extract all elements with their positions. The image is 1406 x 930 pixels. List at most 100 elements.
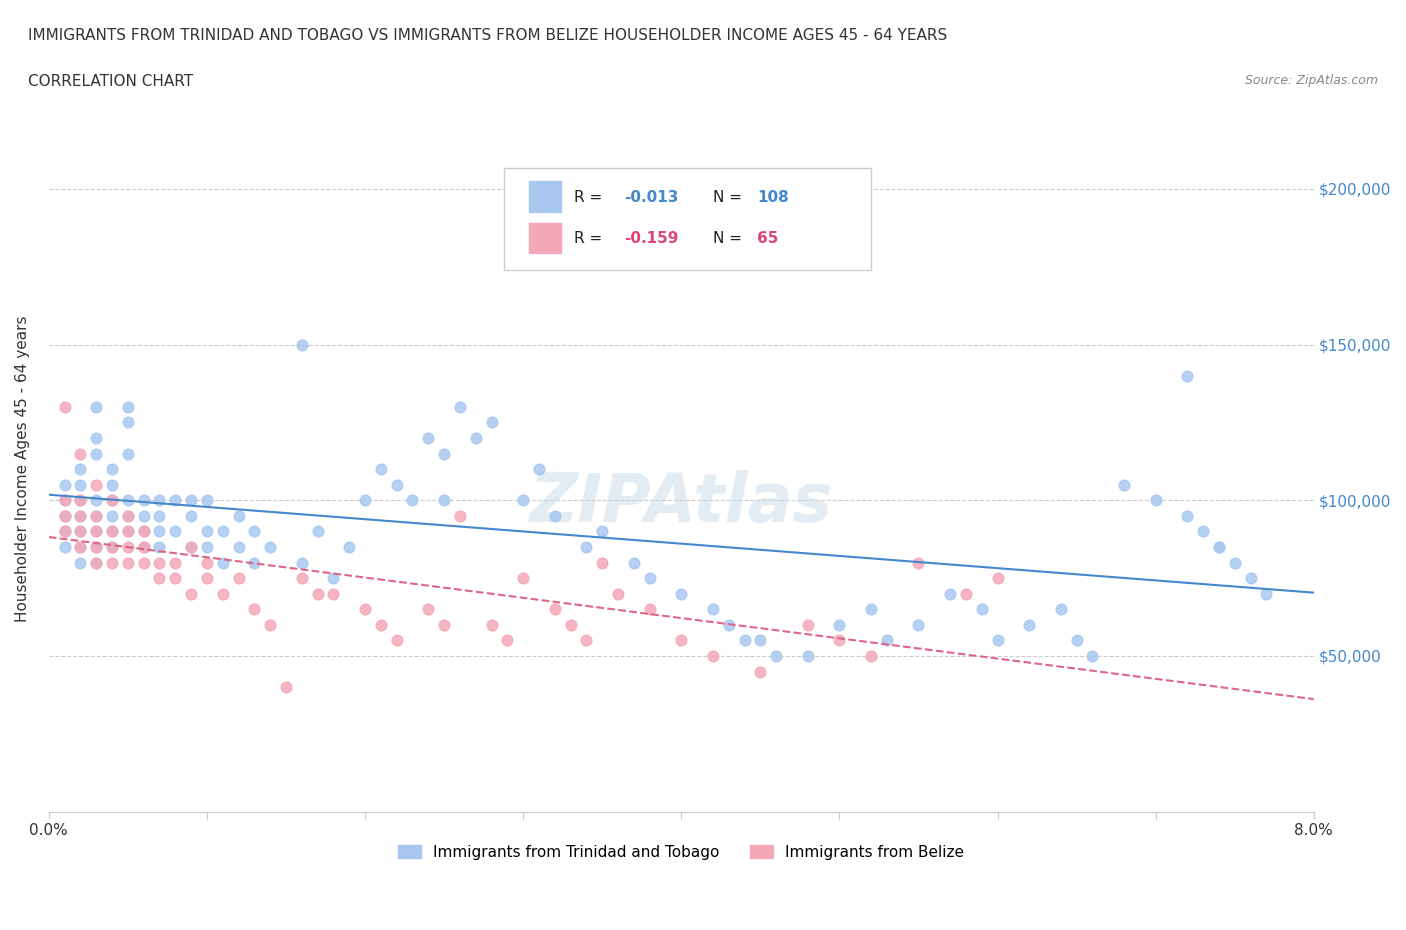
Point	[1018, 618, 1040, 632]
Point	[307, 586, 329, 601]
Point	[228, 571, 250, 586]
Point	[702, 602, 724, 617]
Point	[84, 555, 107, 570]
Text: Source: ZipAtlas.com: Source: ZipAtlas.com	[1244, 74, 1378, 87]
Point	[211, 555, 233, 570]
Point	[591, 555, 613, 570]
Point	[433, 618, 456, 632]
Point	[671, 586, 693, 601]
Text: ZIPAtlas: ZIPAtlas	[530, 471, 832, 537]
Point	[69, 461, 91, 476]
Point	[101, 555, 124, 570]
Point	[986, 633, 1008, 648]
Point	[591, 524, 613, 538]
Point	[101, 524, 124, 538]
Text: -0.159: -0.159	[624, 231, 679, 246]
Point	[53, 539, 76, 554]
Point	[69, 509, 91, 524]
Point	[638, 602, 661, 617]
Point	[449, 509, 471, 524]
Point	[638, 571, 661, 586]
Point	[671, 633, 693, 648]
Point	[544, 509, 567, 524]
Bar	[530, 181, 561, 212]
Point	[117, 555, 139, 570]
Point	[69, 539, 91, 554]
Point	[84, 524, 107, 538]
Point	[165, 493, 187, 508]
Point	[132, 509, 155, 524]
Point	[84, 446, 107, 461]
Point	[69, 524, 91, 538]
Text: N =: N =	[713, 190, 747, 205]
Point	[117, 509, 139, 524]
Point	[907, 555, 929, 570]
Point	[560, 618, 582, 632]
Point	[449, 399, 471, 414]
Y-axis label: Householder Income Ages 45 - 64 years: Householder Income Ages 45 - 64 years	[15, 316, 30, 622]
Point	[243, 524, 266, 538]
Point	[370, 461, 392, 476]
Point	[464, 431, 486, 445]
Point	[970, 602, 993, 617]
Point	[53, 509, 76, 524]
Point	[623, 555, 645, 570]
Point	[828, 633, 851, 648]
Point	[101, 493, 124, 508]
Point	[1175, 368, 1198, 383]
Point	[859, 648, 882, 663]
Point	[69, 539, 91, 554]
Point	[481, 415, 503, 430]
Point	[274, 680, 297, 695]
Point	[749, 633, 772, 648]
Point	[291, 571, 314, 586]
Point	[69, 477, 91, 492]
Point	[195, 555, 218, 570]
Point	[607, 586, 630, 601]
Point	[211, 586, 233, 601]
Point	[117, 446, 139, 461]
Point	[84, 509, 107, 524]
Point	[132, 493, 155, 508]
Point	[84, 477, 107, 492]
Point	[1049, 602, 1071, 617]
Point	[84, 555, 107, 570]
Point	[148, 509, 170, 524]
Point	[527, 461, 550, 476]
Point	[1112, 477, 1135, 492]
Text: IMMIGRANTS FROM TRINIDAD AND TOBAGO VS IMMIGRANTS FROM BELIZE HOUSEHOLDER INCOME: IMMIGRANTS FROM TRINIDAD AND TOBAGO VS I…	[28, 28, 948, 43]
Point	[148, 493, 170, 508]
Point	[53, 524, 76, 538]
Point	[322, 571, 344, 586]
Point	[53, 477, 76, 492]
Point	[148, 571, 170, 586]
Point	[717, 618, 740, 632]
Point	[734, 633, 756, 648]
Point	[84, 493, 107, 508]
Point	[370, 618, 392, 632]
Point	[876, 633, 898, 648]
FancyBboxPatch shape	[505, 167, 870, 271]
Point	[211, 524, 233, 538]
Point	[307, 524, 329, 538]
Point	[69, 493, 91, 508]
Point	[132, 524, 155, 538]
Point	[401, 493, 423, 508]
Point	[907, 618, 929, 632]
Point	[575, 539, 598, 554]
Point	[354, 602, 377, 617]
Point	[180, 509, 202, 524]
Point	[53, 509, 76, 524]
Point	[512, 493, 534, 508]
Point	[148, 555, 170, 570]
Point	[939, 586, 962, 601]
Point	[132, 539, 155, 554]
Point	[84, 539, 107, 554]
Point	[69, 555, 91, 570]
Point	[385, 477, 408, 492]
Point	[180, 539, 202, 554]
Text: CORRELATION CHART: CORRELATION CHART	[28, 74, 193, 89]
Point	[148, 539, 170, 554]
Text: R =: R =	[574, 231, 607, 246]
Point	[195, 539, 218, 554]
